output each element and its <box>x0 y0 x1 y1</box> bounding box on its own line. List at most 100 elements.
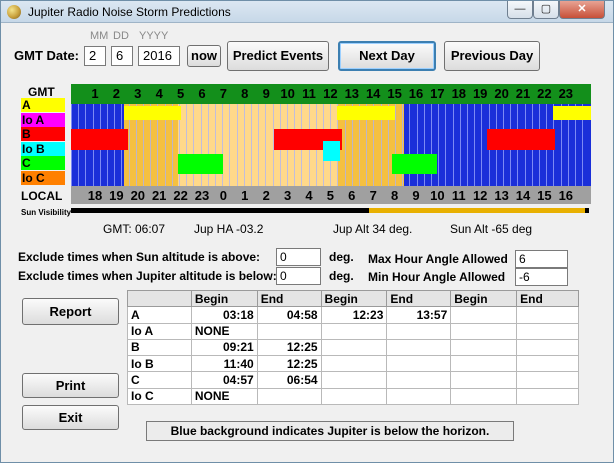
year-format-label: YYYY <box>139 30 169 42</box>
grid-line <box>236 104 238 186</box>
table-cell: 03:18 <box>190 306 258 324</box>
grid-line <box>135 104 137 186</box>
table-header-row: Begin End Begin End Begin End <box>127 289 579 308</box>
predict-events-button[interactable]: Predict Events <box>227 41 329 71</box>
grid-line <box>207 104 209 186</box>
local-hour-label: 15 <box>537 188 552 203</box>
column-header: Begin <box>190 289 258 308</box>
column-header: End <box>516 289 579 308</box>
local-hour-label: 9 <box>412 188 420 203</box>
grid-line <box>380 104 382 186</box>
gmt-hour-label: 22 <box>537 86 552 101</box>
table-cell <box>516 355 579 373</box>
grid-line <box>229 104 231 186</box>
next-day-button[interactable]: Next Day <box>338 41 436 71</box>
table-cell <box>450 322 518 340</box>
close-button[interactable]: ✕ <box>559 1 605 19</box>
sun-altitude-input[interactable]: 0 <box>276 248 321 266</box>
maximize-button[interactable]: ▢ <box>533 1 559 19</box>
gmt-hour-label: 6 <box>198 86 206 101</box>
table-cell <box>320 322 388 340</box>
local-axis-label: LOCAL <box>21 189 63 203</box>
grid-line <box>387 104 389 186</box>
previous-day-button[interactable]: Previous Day <box>444 41 540 71</box>
grid-line <box>459 104 461 186</box>
table-cell: 04:58 <box>256 306 322 324</box>
table-cell: 11:40 <box>190 355 258 373</box>
min-hour-angle-label: Min Hour Angle Allowed <box>368 270 506 284</box>
grid-line <box>474 104 476 186</box>
grid-line <box>344 104 346 186</box>
gmt-hour-label: 14 <box>365 86 381 101</box>
grid-line <box>395 104 396 186</box>
gmt-hour-row: 1 2 3 4 5 6 7 8 9 10 11 12 13 14 15 16 17 18 19 20 21 22 23 <box>71 84 591 104</box>
grid-line <box>171 104 173 186</box>
gmt-hour-label: 11 <box>302 86 316 101</box>
table-row: B 09:21 12:25 <box>127 338 579 357</box>
gmt-hour-label: 15 <box>387 86 402 101</box>
table-cell <box>256 322 322 340</box>
grid-line <box>179 104 180 186</box>
gmt-hour-label: 1 <box>91 86 99 101</box>
title-bar: Jupiter Radio Noise Storm Predictions — … <box>1 1 613 23</box>
day-format-label: DD <box>113 30 129 42</box>
table-cell <box>516 338 579 357</box>
print-button[interactable]: Print <box>22 373 119 398</box>
min-hour-angle-input[interactable]: -6 <box>515 268 568 286</box>
window-title: Jupiter Radio Noise Storm Predictions <box>28 5 231 19</box>
lane-label-a: A <box>21 98 65 112</box>
gmt-date-label: GMT Date: <box>14 48 79 63</box>
sun-altitude-readout: Sun Alt -65 deg <box>450 222 533 236</box>
table-cell: 09:21 <box>190 338 258 357</box>
table-cell <box>516 371 579 389</box>
local-hour-label: 12 <box>472 188 488 203</box>
grid-line <box>157 104 159 186</box>
row-label: Io C <box>127 387 192 406</box>
table-cell <box>386 322 452 340</box>
year-input[interactable]: 2016 <box>138 46 180 66</box>
grid-line <box>272 104 274 186</box>
jupiter-altitude-readout: Jup Alt 34 deg. <box>333 222 413 236</box>
exit-button[interactable]: Exit <box>22 405 119 430</box>
report-button[interactable]: Report <box>22 298 119 325</box>
gmt-hour-label: 4 <box>155 86 163 101</box>
gmt-hour-label: 10 <box>280 86 295 101</box>
row-label: C <box>127 371 192 389</box>
table-row: Io A NONE <box>127 322 579 340</box>
now-button[interactable]: now <box>187 45 221 67</box>
grid-line <box>438 104 440 186</box>
local-hour-label: 19 <box>109 188 124 203</box>
local-hour-label: 10 <box>430 188 445 203</box>
gmt-hour-label: 19 <box>472 86 488 101</box>
gmt-hour-label: 12 <box>323 86 338 101</box>
sun-visibility-label: Sun Visibility <box>21 208 72 217</box>
minimize-button[interactable]: — <box>507 1 533 19</box>
grid-line <box>351 104 353 186</box>
gmt-hour-label: 3 <box>134 86 142 101</box>
table-cell: 06:54 <box>256 371 322 389</box>
grid-line <box>128 104 130 186</box>
table-cell: 12:25 <box>256 338 322 357</box>
local-hour-label: 20 <box>130 188 146 203</box>
month-input[interactable]: 2 <box>84 46 106 66</box>
grid-line <box>143 104 144 186</box>
grid-line <box>431 104 432 186</box>
grid-line <box>258 104 260 186</box>
jupiter-altitude-input[interactable]: 0 <box>276 267 321 285</box>
grid-line <box>575 104 576 186</box>
gmt-hour-label: 7 <box>219 86 227 101</box>
sun-deg-label: deg. <box>329 250 354 264</box>
grid-line <box>366 104 368 186</box>
grid-line <box>423 104 425 186</box>
day-input[interactable]: 6 <box>111 46 133 66</box>
local-hour-label: 6 <box>348 188 356 203</box>
local-hour-label: 7 <box>369 188 377 203</box>
local-hour-label: 18 <box>87 188 103 203</box>
grid-line <box>265 104 267 186</box>
max-hour-angle-input[interactable]: 6 <box>515 250 568 268</box>
grid-line <box>409 104 411 186</box>
sun-up-segment <box>369 208 585 213</box>
grid-line <box>582 104 584 186</box>
grid-line <box>467 104 468 186</box>
local-hour-label: 8 <box>390 188 399 203</box>
